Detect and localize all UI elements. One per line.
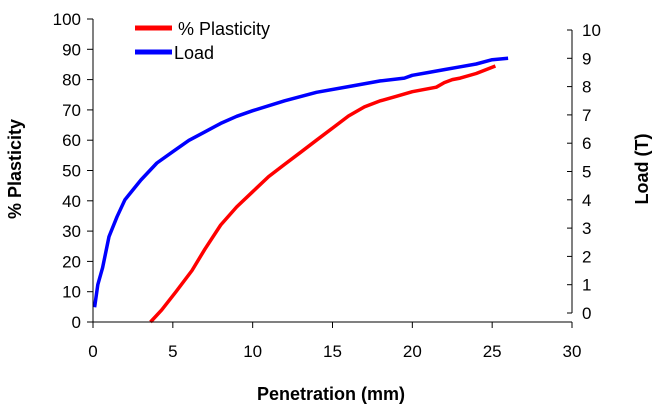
y-tick-label-right: 5 <box>582 163 591 182</box>
y-tick-label-left: 80 <box>62 71 81 90</box>
y-tick-label-right: 8 <box>582 78 591 97</box>
y-tick-label-right: 4 <box>582 191 591 210</box>
y-tick-label-right: 7 <box>582 106 591 125</box>
y-tick-label-left: 60 <box>62 131 81 150</box>
y-axis-title-left: % Plasticity <box>5 119 25 219</box>
y-tick-label-left: 30 <box>62 222 81 241</box>
x-tick-label: 20 <box>403 342 422 361</box>
y-tick-label-left: 0 <box>72 313 81 332</box>
x-tick-label: 15 <box>323 342 342 361</box>
legend: % Plasticity Load <box>135 19 270 63</box>
y-tick-label-right: 9 <box>582 49 591 68</box>
y-tick-label-right: 10 <box>582 21 601 40</box>
x-tick-label: 5 <box>168 342 177 361</box>
y-tick-label-left: 10 <box>62 283 81 302</box>
series-line-load <box>92 56 509 308</box>
plot-lines <box>92 56 509 324</box>
y-axis-title-right: Load (T) <box>632 134 652 205</box>
x-tick-label: 0 <box>88 342 97 361</box>
y-tick-label-right: 3 <box>582 219 591 238</box>
y-tick-label-left: 70 <box>62 101 81 120</box>
y-tick-label-right: 2 <box>582 247 591 266</box>
x-tick-label: 10 <box>243 342 262 361</box>
y-tick-label-left: 40 <box>62 192 81 211</box>
y-tick-label-left: 90 <box>62 40 81 59</box>
axes <box>87 18 573 328</box>
legend-label-load: Load <box>174 43 214 63</box>
x-tick-label: 30 <box>563 342 582 361</box>
x-tick-label: 25 <box>483 342 502 361</box>
x-axis-title: Penetration (mm) <box>257 384 405 404</box>
y-tick-label-right: 6 <box>582 134 591 153</box>
legend-label-plasticity: % Plasticity <box>178 19 270 39</box>
y-tick-label-left: 20 <box>62 252 81 271</box>
y-tick-label-right: 0 <box>582 304 591 323</box>
series-line-plasticity <box>149 64 497 324</box>
y-tick-label-left: 50 <box>62 162 81 181</box>
y-tick-label-right: 1 <box>582 276 591 295</box>
y-tick-label-left: 100 <box>53 10 81 29</box>
